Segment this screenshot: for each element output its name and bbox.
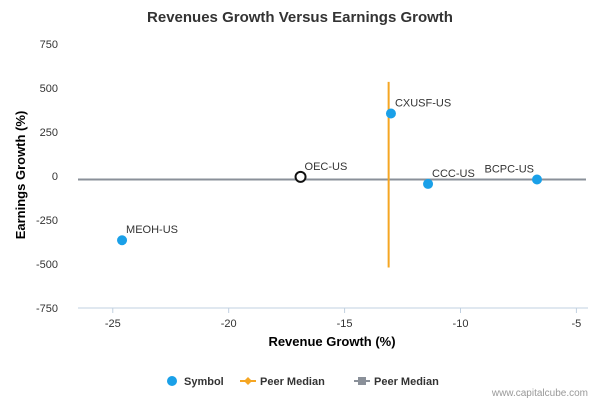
legend: Symbol Peer Median Peer Median	[167, 376, 439, 388]
legend-label-1[interactable]: Peer Median	[260, 376, 325, 388]
point-cxusf-us[interactable]	[385, 108, 396, 119]
y-axis-ticks: 750 500 250 0 -250 -500 -750	[36, 39, 58, 315]
legend-diamond-marker	[244, 377, 252, 385]
x-tick-label-2: -15	[337, 318, 353, 330]
point-label-ccc-us: CCC-US	[432, 168, 475, 180]
y-tick-label-0: 750	[40, 39, 58, 51]
point-label-cxusf-us: CXUSF-US	[395, 98, 451, 110]
legend-symbol-marker	[167, 376, 177, 386]
y-tick-label-2: 250	[40, 127, 58, 139]
data-points: MEOH-US OEC-US CXUSF-US CCC-US BCPC-US	[117, 98, 542, 246]
point-bcpc-us[interactable]	[532, 174, 542, 185]
x-axis-title: Revenue Growth (%)	[268, 334, 395, 349]
legend-label-2[interactable]: Peer Median	[374, 376, 439, 388]
x-tick-label-1: -20	[221, 318, 237, 330]
y-tick-label-3: 0	[52, 171, 58, 183]
point-label-oec-us: OEC-US	[305, 161, 348, 173]
x-tick-label-0: -25	[105, 318, 121, 330]
point-label-bcpc-us: BCPC-US	[484, 164, 534, 176]
x-tick-label-4: -5	[572, 318, 582, 330]
x-tick-label-3: -10	[453, 318, 469, 330]
y-tick-label-4: -250	[36, 215, 58, 227]
point-meoh-us[interactable]	[117, 235, 128, 246]
y-tick-label-1: 500	[40, 83, 58, 95]
x-axis-ticks: -25 -20 -15 -10 -5	[105, 308, 581, 330]
point-ccc-us[interactable]	[423, 178, 434, 189]
legend-square-marker	[358, 377, 366, 385]
point-oec-us[interactable]	[294, 170, 307, 183]
legend-label-0[interactable]: Symbol	[184, 376, 224, 388]
y-tick-label-5: -500	[36, 259, 58, 271]
chart-title: Revenues Growth Versus Earnings Growth	[147, 9, 453, 26]
credit-text: www.capitalcube.com	[491, 388, 588, 399]
y-tick-label-6: -750	[36, 303, 58, 315]
point-label-meoh-us: MEOH-US	[126, 224, 178, 236]
y-axis-title: Earnings Growth (%)	[13, 111, 28, 240]
